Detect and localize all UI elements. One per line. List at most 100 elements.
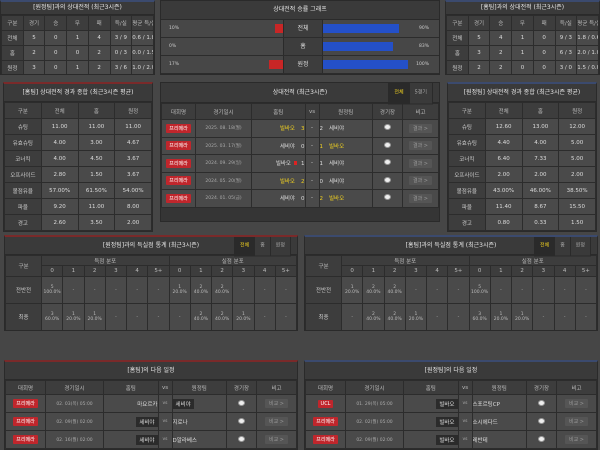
home-team-name: 빌바오 bbox=[436, 398, 458, 409]
home-team: 빌바오 1 bbox=[251, 154, 306, 173]
column-header: 전체 bbox=[40, 102, 79, 119]
vs-label: vs bbox=[157, 412, 173, 431]
cell-value: 2.00 bbox=[558, 166, 596, 183]
goal-count-header: 2 bbox=[510, 265, 534, 277]
right-bar bbox=[323, 60, 408, 69]
compare-button[interactable]: 비교 > bbox=[565, 399, 588, 408]
schedule-row: 프리메라 02. 02(월) 05:00 빌바오 vs 소시에다드 비교 > bbox=[305, 412, 597, 431]
table-row: 볼점유율 43.00% 46.00% 38.50% bbox=[448, 182, 596, 199]
tab-1[interactable]: 5경기 bbox=[409, 83, 432, 103]
goal-count: - bbox=[457, 287, 460, 293]
league-badge: UCL bbox=[317, 399, 334, 408]
goal-cell: - bbox=[147, 303, 170, 330]
column-header: 경기장 bbox=[372, 103, 403, 120]
left-percent: 0% bbox=[169, 44, 177, 49]
goal-cell: - bbox=[104, 276, 128, 304]
result-button[interactable]: 결과 > bbox=[409, 141, 432, 151]
goal-count: 1 bbox=[499, 312, 503, 317]
match-date: 01. 29(목) 05:00 bbox=[345, 394, 404, 413]
right-bar bbox=[323, 24, 400, 33]
goal-count: 2 bbox=[393, 285, 397, 290]
column-header: 득/실 bbox=[554, 15, 578, 31]
table-row: 최종 -2 40.0% 2 40.0% 1 20.0% - -3 60.0% 1 20.0% 1 20.0… bbox=[305, 303, 597, 330]
match-row: 프리메라 2025. 03. 17(월) 세비야 0-1 빌바오 결과 > bbox=[161, 136, 439, 155]
compare-cell: 비교 > bbox=[256, 412, 297, 431]
tab-1[interactable]: 홈 bbox=[555, 237, 570, 255]
cell-value: 8.67 bbox=[521, 198, 560, 215]
column-header: 홈팀 bbox=[403, 380, 459, 395]
home-team: 세비야 bbox=[103, 412, 159, 431]
tab-2[interactable]: 원정 bbox=[270, 237, 290, 255]
column-header: 원정 bbox=[114, 102, 152, 119]
home-team: 빌바오 bbox=[403, 430, 459, 449]
compare-button[interactable]: 비교 > bbox=[565, 435, 588, 444]
compare-button[interactable]: 비교 > bbox=[565, 417, 588, 426]
match-row: 프리메라 2024. 01. 05(금) 세비야 0-2 빌바오 결과 > bbox=[161, 189, 439, 208]
home-team: 세비야 0 bbox=[251, 189, 306, 208]
goal-cell: - bbox=[574, 303, 597, 330]
goal-count: - bbox=[115, 287, 117, 293]
away-team-name: D알라베스 bbox=[172, 437, 197, 444]
cell-value: 1 bbox=[511, 30, 534, 46]
column-header: 비고 bbox=[256, 380, 297, 395]
league-cell: 프리메라 bbox=[5, 412, 46, 431]
goal-count: 1 bbox=[93, 312, 97, 317]
panel-title: [원정팀]의 다음 일정 bbox=[305, 362, 597, 380]
table-row: 볼점유율 57.00% 61.50% 54.00% bbox=[4, 182, 152, 199]
cell-value: 0 bbox=[532, 45, 556, 61]
league-cell: 프리메라 bbox=[161, 119, 196, 138]
result-button[interactable]: 결과 > bbox=[409, 176, 432, 186]
column-header: 구분 bbox=[305, 255, 342, 277]
cell-value: 0.00 bbox=[114, 230, 152, 231]
cell-value: 2 bbox=[489, 60, 513, 74]
schedule-row: 프리메라 02. 03(목) 05:00 마요르카 vs 세비야 비교 > bbox=[5, 394, 297, 413]
compare-button[interactable]: 비교 > bbox=[265, 399, 288, 408]
stadium-cell bbox=[372, 189, 403, 208]
ball-icon bbox=[538, 435, 545, 442]
goal-count: - bbox=[457, 314, 460, 320]
goal-count: - bbox=[285, 287, 287, 293]
result-button[interactable]: 결과 > bbox=[409, 193, 432, 203]
goal-cell: - bbox=[447, 303, 470, 330]
ball-icon bbox=[384, 141, 391, 148]
row-label: 볼점유율 bbox=[4, 182, 42, 199]
tab-0[interactable]: 전체 bbox=[234, 237, 255, 255]
away-team: 1 세비야 bbox=[318, 154, 373, 173]
goal-count-header: 4 bbox=[425, 265, 449, 277]
tab-1[interactable]: 홈 bbox=[255, 237, 270, 255]
home-score: 3 bbox=[301, 126, 305, 133]
compare-button[interactable]: 비교 > bbox=[265, 417, 288, 426]
cell-value: 3.00 bbox=[77, 134, 116, 151]
goal-count: 1 bbox=[414, 312, 418, 317]
league-badge: 프리메라 bbox=[13, 399, 38, 408]
graph-row: 10% 전체 90% bbox=[161, 20, 439, 38]
cell-value: 38.50% bbox=[558, 182, 596, 199]
right-bar bbox=[323, 42, 394, 51]
table-row: 경고 2.60 3.50 2.00 bbox=[4, 214, 152, 231]
left-bar bbox=[274, 24, 283, 33]
tab-0[interactable]: 전체 bbox=[389, 83, 409, 103]
result-button[interactable]: 결과 > bbox=[409, 123, 432, 133]
ball-icon bbox=[384, 194, 391, 201]
league-cell: UCL bbox=[305, 394, 346, 413]
tab-2[interactable]: 원정 bbox=[570, 237, 590, 255]
column-header: 구분 bbox=[446, 15, 469, 31]
tab-0[interactable]: 전체 bbox=[534, 237, 555, 255]
result-cell: 결과 > bbox=[402, 171, 439, 190]
goal-count-header: 4 bbox=[253, 265, 276, 277]
compare-button[interactable]: 비교 > bbox=[265, 435, 288, 444]
away-team-name: 레반테 bbox=[472, 437, 488, 444]
league-badge: 프리메라 bbox=[166, 193, 191, 203]
league-badge: 프리메라 bbox=[13, 417, 38, 426]
goal-count: 2 bbox=[220, 312, 224, 317]
result-button[interactable]: 결과 > bbox=[409, 158, 432, 168]
panel-title: [홈팀]과의 득실점 통계 (최근3시즌) bbox=[405, 242, 497, 249]
result-cell: 결과 > bbox=[402, 136, 439, 155]
cell-value: 2 bbox=[467, 60, 491, 74]
cell-value: 2.00 bbox=[484, 166, 523, 183]
right-percent: 83% bbox=[418, 44, 429, 49]
goal-cell: 5 100.0% bbox=[40, 276, 64, 304]
stadium-cell bbox=[372, 136, 403, 155]
goal-count: - bbox=[285, 314, 287, 320]
